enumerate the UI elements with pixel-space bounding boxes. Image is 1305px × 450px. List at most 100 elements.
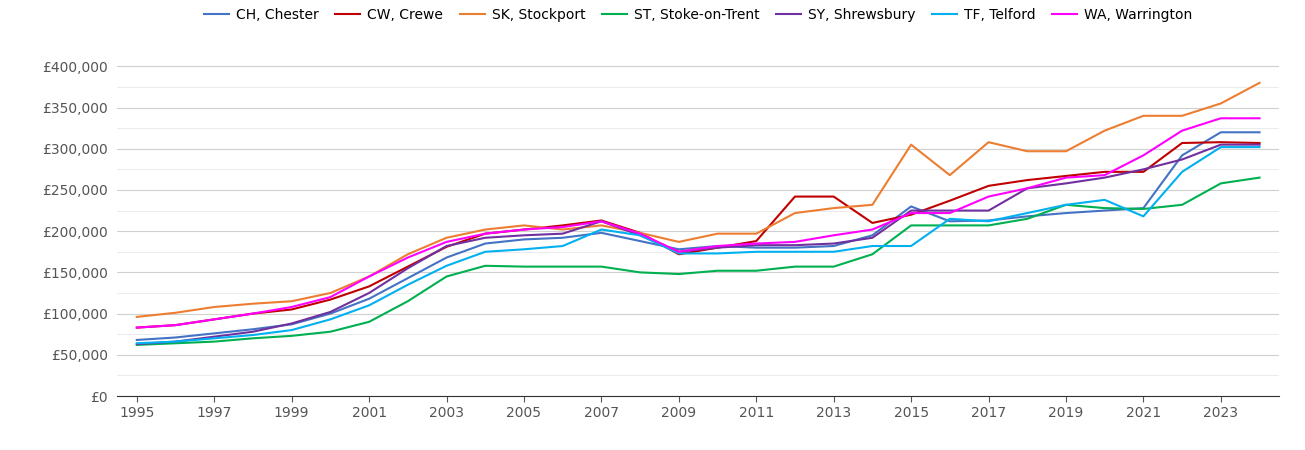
- SK, Stockport: [1251, 80, 1267, 86]
- SK, Stockport: [632, 230, 647, 235]
- WA, Warrington: [1135, 153, 1151, 158]
- WA, Warrington: [671, 249, 686, 255]
- SY, Shrewsbury: [632, 233, 647, 238]
- WA, Warrington: [594, 219, 609, 224]
- CW, Crewe: [1212, 140, 1228, 145]
- CW, Crewe: [245, 311, 261, 316]
- CW, Crewe: [710, 245, 726, 250]
- CW, Crewe: [1096, 169, 1112, 175]
- ST, Stoke-on-Trent: [710, 268, 726, 274]
- ST, Stoke-on-Trent: [787, 264, 803, 269]
- CH, Chester: [1058, 210, 1074, 216]
- CW, Crewe: [168, 323, 184, 328]
- CW, Crewe: [1058, 173, 1074, 179]
- SY, Shrewsbury: [555, 231, 570, 236]
- TF, Telford: [129, 341, 145, 346]
- SY, Shrewsbury: [206, 334, 222, 339]
- CH, Chester: [478, 241, 493, 246]
- SY, Shrewsbury: [168, 339, 184, 344]
- ST, Stoke-on-Trent: [438, 274, 454, 279]
- TF, Telford: [168, 339, 184, 344]
- CW, Crewe: [1019, 177, 1035, 183]
- TF, Telford: [1096, 197, 1112, 202]
- CW, Crewe: [129, 325, 145, 330]
- SK, Stockport: [438, 235, 454, 240]
- TF, Telford: [981, 219, 997, 224]
- SK, Stockport: [283, 298, 299, 304]
- WA, Warrington: [1174, 128, 1190, 133]
- SY, Shrewsbury: [1058, 181, 1074, 186]
- ST, Stoke-on-Trent: [1058, 202, 1074, 207]
- CH, Chester: [671, 247, 686, 252]
- CH, Chester: [1174, 153, 1190, 158]
- CH, Chester: [555, 235, 570, 240]
- CW, Crewe: [671, 252, 686, 257]
- ST, Stoke-on-Trent: [361, 319, 377, 324]
- SY, Shrewsbury: [1212, 142, 1228, 147]
- SK, Stockport: [748, 231, 763, 236]
- SY, Shrewsbury: [1019, 186, 1035, 191]
- WA, Warrington: [168, 323, 184, 328]
- SK, Stockport: [206, 304, 222, 310]
- CH, Chester: [438, 255, 454, 260]
- SK, Stockport: [710, 231, 726, 236]
- CW, Crewe: [517, 227, 532, 232]
- SY, Shrewsbury: [322, 309, 338, 315]
- SK, Stockport: [787, 210, 803, 216]
- ST, Stoke-on-Trent: [1174, 202, 1190, 207]
- CH, Chester: [245, 327, 261, 332]
- WA, Warrington: [1058, 175, 1074, 180]
- ST, Stoke-on-Trent: [517, 264, 532, 269]
- CH, Chester: [1251, 130, 1267, 135]
- WA, Warrington: [1096, 172, 1112, 178]
- SY, Shrewsbury: [748, 243, 763, 248]
- CW, Crewe: [942, 198, 958, 203]
- TF, Telford: [942, 216, 958, 221]
- WA, Warrington: [245, 311, 261, 316]
- TF, Telford: [865, 243, 881, 249]
- SK, Stockport: [361, 274, 377, 279]
- CH, Chester: [168, 335, 184, 340]
- TF, Telford: [1251, 144, 1267, 150]
- CW, Crewe: [1135, 169, 1151, 175]
- CW, Crewe: [748, 238, 763, 244]
- SK, Stockport: [129, 314, 145, 319]
- CW, Crewe: [438, 244, 454, 250]
- SK, Stockport: [168, 310, 184, 315]
- SY, Shrewsbury: [981, 208, 997, 213]
- TF, Telford: [632, 233, 647, 238]
- WA, Warrington: [981, 194, 997, 199]
- CW, Crewe: [555, 223, 570, 228]
- TF, Telford: [826, 249, 842, 255]
- TF, Telford: [748, 249, 763, 255]
- ST, Stoke-on-Trent: [1096, 205, 1112, 211]
- TF, Telford: [438, 263, 454, 269]
- CH, Chester: [517, 237, 532, 242]
- CH, Chester: [361, 296, 377, 302]
- WA, Warrington: [361, 274, 377, 279]
- SK, Stockport: [517, 223, 532, 228]
- SK, Stockport: [942, 172, 958, 178]
- TF, Telford: [361, 303, 377, 308]
- TF, Telford: [478, 249, 493, 255]
- ST, Stoke-on-Trent: [981, 223, 997, 228]
- SK, Stockport: [865, 202, 881, 207]
- CW, Crewe: [903, 212, 919, 217]
- WA, Warrington: [942, 210, 958, 216]
- TF, Telford: [322, 317, 338, 322]
- SY, Shrewsbury: [245, 329, 261, 334]
- SY, Shrewsbury: [517, 233, 532, 238]
- WA, Warrington: [710, 243, 726, 249]
- Line: WA, Warrington: WA, Warrington: [137, 118, 1259, 328]
- ST, Stoke-on-Trent: [903, 223, 919, 228]
- SK, Stockport: [1135, 113, 1151, 118]
- CH, Chester: [942, 219, 958, 224]
- CH, Chester: [748, 245, 763, 250]
- CW, Crewe: [594, 218, 609, 223]
- WA, Warrington: [399, 255, 415, 260]
- Line: CW, Crewe: CW, Crewe: [137, 142, 1259, 328]
- ST, Stoke-on-Trent: [1019, 216, 1035, 221]
- SY, Shrewsbury: [129, 342, 145, 347]
- ST, Stoke-on-Trent: [322, 329, 338, 334]
- TF, Telford: [1019, 210, 1035, 216]
